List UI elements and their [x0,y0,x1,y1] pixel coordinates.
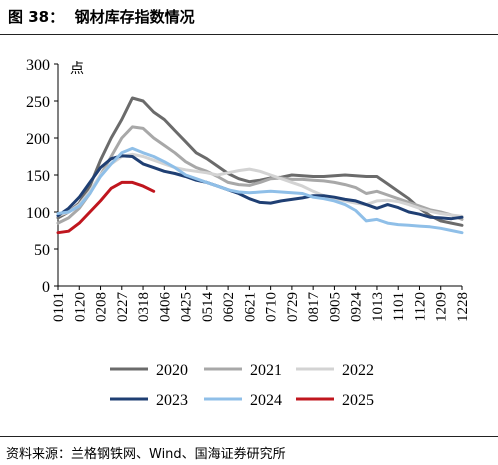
y-tick-label: 250 [26,94,50,111]
legend-label-2021: 2021 [250,362,282,379]
x-tick-label: 0905 [327,292,343,322]
y-tick-label: 200 [26,131,50,148]
x-tick-label: 1209 [434,292,450,322]
x-tick-label: 0120 [72,292,88,322]
x-tick-label: 0924 [349,292,365,323]
source-note: 资料来源：兰格钢铁网、Wind、国海证券研究所 [6,447,286,462]
y-tick-label: 100 [26,205,50,222]
x-tick-label: 0318 [136,292,152,322]
x-axis: 0101 0120 0208 0227 0318 0406 0425 0514 0602 0621… [51,285,471,323]
figure-title: 图 38： 钢材库存指数情况 [8,6,195,27]
x-tick-label: 1101 [391,292,407,321]
x-tick-label: 0227 [115,292,131,323]
series-line-2020 [56,96,464,227]
y-tick-label: 0 [42,279,50,296]
x-tick-label: 0817 [306,292,322,323]
legend-label-2023: 2023 [156,392,188,409]
figure-title-text: 钢材库存指数情况 [74,8,195,26]
footer: 资料来源：兰格钢铁网、Wind、国海证券研究所 [0,436,498,465]
y-tick-label: 300 [26,57,50,74]
x-tick-label: 1013 [370,292,386,322]
x-tick-label: 0710 [264,292,280,322]
series-line-2023 [56,154,464,221]
y-axis: 0 50 100 150 200 250 300 [26,57,59,296]
series-lines [56,96,464,235]
y-tick-label: 150 [26,168,50,185]
x-tick-label: 0729 [285,292,301,322]
y-tick-label: 50 [34,242,50,259]
x-tick-label: 0621 [242,292,258,322]
legend-label-2025: 2025 [342,392,374,409]
legend-label-2022: 2022 [342,362,374,379]
y-axis-unit-label: 点 [70,61,84,77]
x-tick-label: 0101 [51,292,67,322]
x-tick-label: 0514 [200,292,216,323]
figure-header: 图 38： 钢材库存指数情况 [0,0,498,35]
series-line-2021 [56,125,464,225]
legend: 2020 2021 2022 2023 2024 2025 [110,362,374,409]
x-tick-label: 0602 [221,292,237,322]
legend-label-2024: 2024 [250,392,282,409]
legend-label-2020: 2020 [156,362,188,379]
x-tick-label: 0425 [179,292,195,322]
series-line-2024 [56,146,464,235]
series-line-2025 [56,180,156,235]
x-tick-label: 0208 [94,292,110,322]
x-tick-label: 1120 [412,292,428,321]
x-tick-label: 1228 [455,292,471,322]
figure-label: 图 38： [8,8,65,26]
x-tick-label: 0406 [157,292,173,323]
